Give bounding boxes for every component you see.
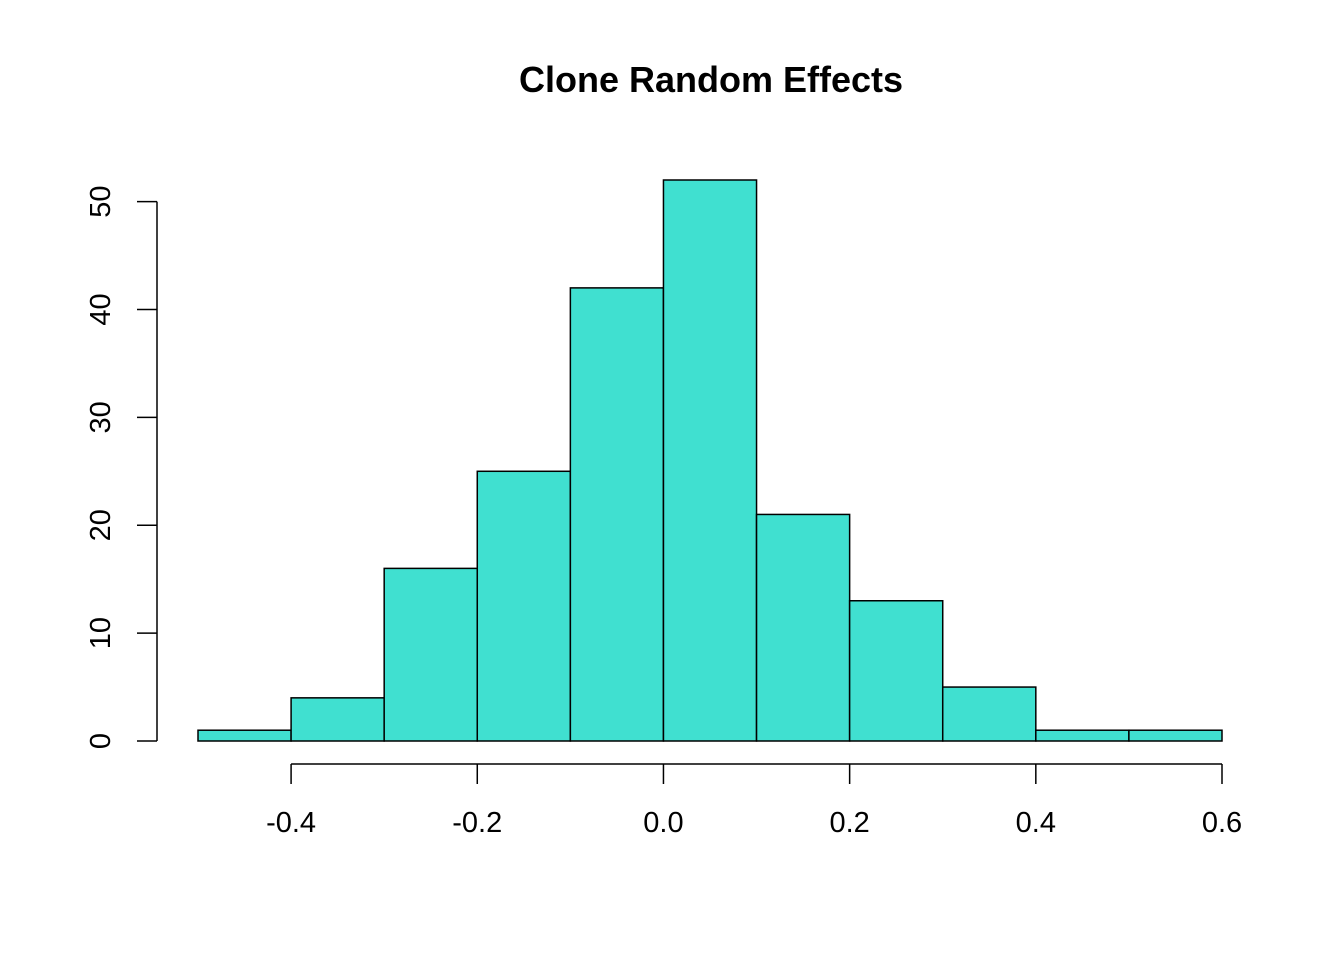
x-axis: -0.4 -0.2 0.0 0.2 0.4 0.6	[266, 763, 1242, 839]
x-tick-label: 0.6	[1202, 807, 1242, 839]
y-tick-label: 50	[85, 185, 117, 217]
histogram-bar	[1128, 729, 1223, 742]
histogram-bar	[662, 179, 758, 742]
histogram-bar	[941, 686, 1037, 742]
y-axis: 0 10 20 30 40 50	[85, 185, 158, 749]
histogram-bar	[476, 470, 572, 742]
histogram-bar	[755, 513, 851, 742]
x-tick-label: -0.2	[452, 807, 502, 839]
chart-title: Clone Random Effects	[519, 59, 903, 100]
histogram-bar	[848, 600, 944, 742]
histogram-bar	[569, 287, 665, 742]
histogram-bar	[1035, 729, 1130, 742]
y-tick-label: 40	[85, 293, 117, 325]
x-tick-label: 0.4	[1016, 807, 1056, 839]
x-tick-label: 0.2	[829, 807, 869, 839]
x-tick-label: 0.0	[643, 807, 683, 839]
histogram-bar	[383, 567, 479, 742]
histogram-bar	[197, 729, 292, 742]
histogram-bar	[290, 697, 385, 742]
y-tick-label: 20	[85, 509, 117, 541]
y-tick-label: 30	[85, 401, 117, 433]
y-tick-label: 0	[85, 733, 117, 749]
y-tick-label: 10	[85, 617, 117, 649]
x-tick-label: -0.4	[266, 807, 316, 839]
bars-group	[197, 179, 1223, 742]
